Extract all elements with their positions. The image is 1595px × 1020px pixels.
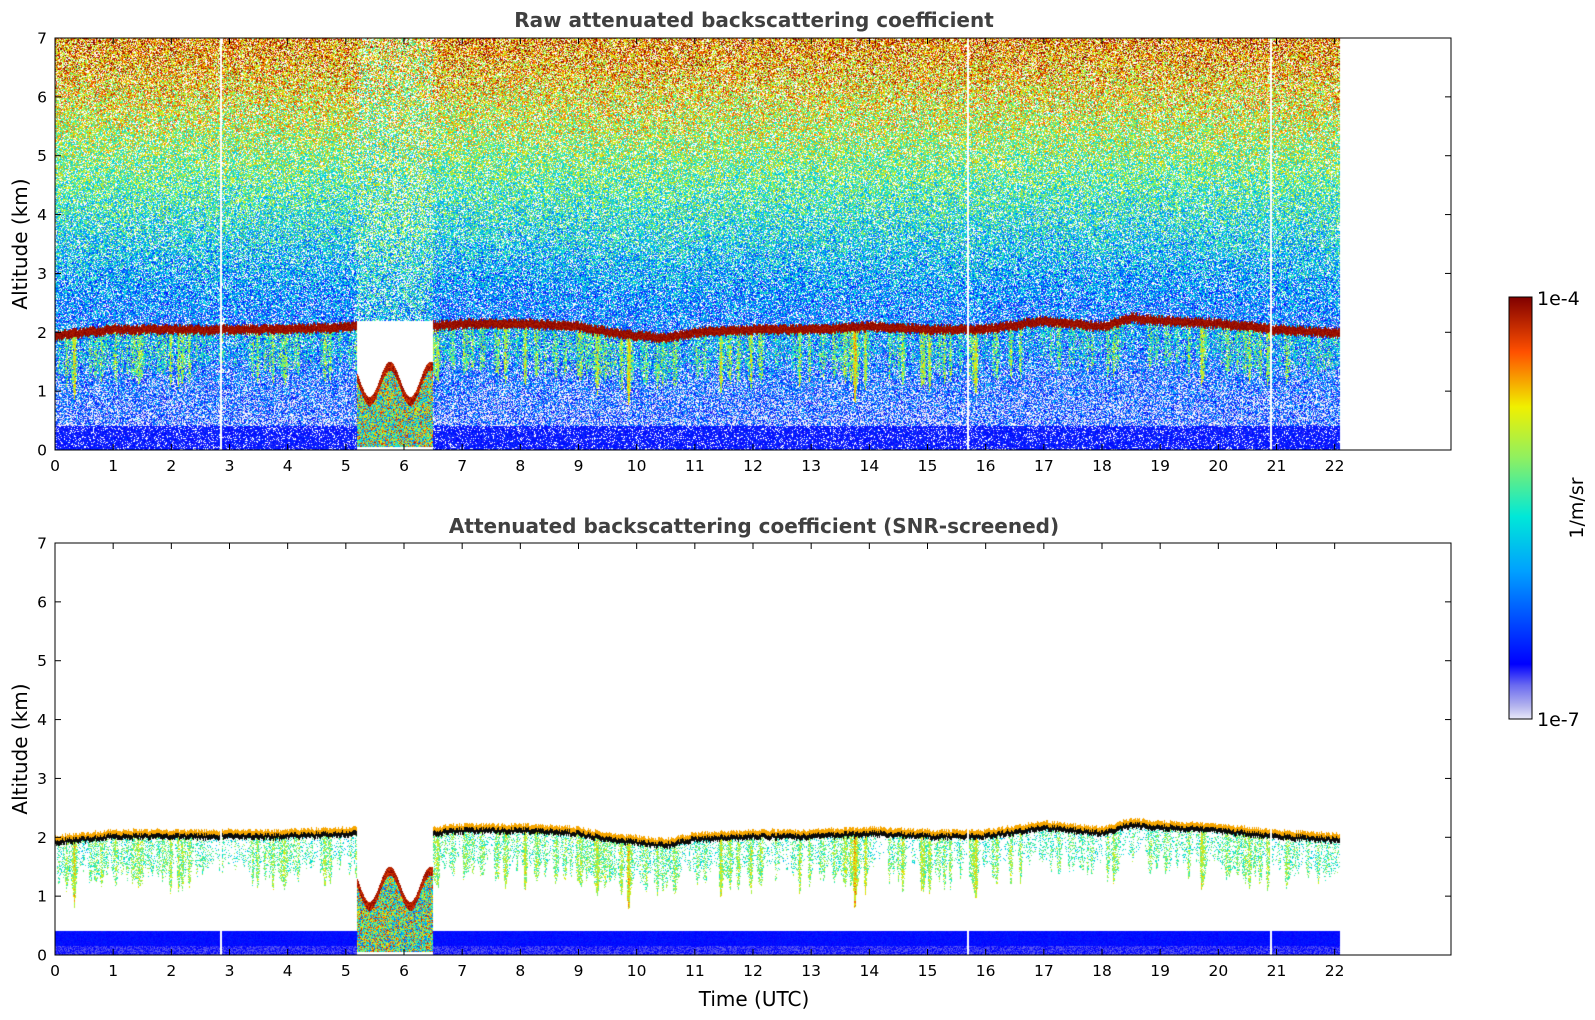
x-tick-label: 15: [918, 962, 938, 980]
x-tick-label: 3: [225, 457, 235, 475]
x-tick-label: 2: [166, 962, 176, 980]
x-tick-label: 1: [108, 962, 118, 980]
y-tick-label: 1: [37, 888, 47, 906]
x-tick-label: 12: [743, 962, 763, 980]
snr-screened-backscatter-panel: Attenuated backscattering coefficient (S…: [8, 514, 1452, 1011]
x-tick-label: 6: [399, 962, 409, 980]
y-tick-label: 4: [37, 206, 47, 224]
x-tick-label: 21: [1267, 457, 1287, 475]
panel-title: Raw attenuated backscattering coefficien…: [514, 8, 994, 32]
x-tick-label: 20: [1208, 457, 1228, 475]
x-tick-label: 20: [1208, 962, 1228, 980]
panel-title: Attenuated backscattering coefficient (S…: [449, 514, 1059, 538]
x-tick-label: 11: [685, 962, 705, 980]
x-tick-label: 19: [1150, 962, 1170, 980]
x-tick-label: 15: [918, 457, 938, 475]
x-tick-label: 2: [166, 457, 176, 475]
x-tick-label: 5: [341, 457, 351, 475]
y-tick-label: 4: [37, 711, 47, 729]
y-tick-label: 3: [37, 770, 47, 788]
y-tick-label: 6: [37, 88, 47, 106]
x-tick-label: 21: [1267, 962, 1287, 980]
y-tick-label: 2: [37, 829, 47, 847]
y-tick-label: 2: [37, 324, 47, 342]
x-tick-label: 1: [108, 457, 118, 475]
y-tick-label: 0: [37, 947, 47, 965]
x-axis-label: Time (UTC): [698, 987, 810, 1011]
x-tick-label: 0: [50, 962, 60, 980]
y-tick-label: 5: [37, 652, 47, 670]
x-tick-label: 17: [1034, 457, 1054, 475]
x-tick-label: 9: [574, 962, 584, 980]
y-axis: 0 1 2 3 4 5 6 7: [37, 30, 1451, 460]
x-tick-label: 14: [859, 962, 879, 980]
y-axis-label: Altitude (km): [8, 683, 32, 814]
x-tick-label: 14: [859, 457, 879, 475]
x-tick-label: 10: [627, 457, 647, 475]
x-axis: 0 1 2 3 4 5 6 7 8 9 10 11 12 13 14 15 16 17 18 19 20 21 22: [50, 38, 1345, 475]
x-tick-label: 0: [50, 457, 60, 475]
y-axis: 0 1 2 3 4 5 6 7: [37, 535, 1451, 965]
colorbar-unit-label: 1/m/sr: [1566, 477, 1588, 538]
heatmap-image: [55, 543, 1451, 955]
x-tick-label: 4: [283, 457, 293, 475]
x-tick-label: 8: [515, 457, 525, 475]
x-tick-label: 5: [341, 962, 351, 980]
x-tick-label: 6: [399, 457, 409, 475]
x-axis: 0 1 2 3 4 5 6 7 8 9 10 11 12 13 14 15 16 17 18 19 20 21 22: [50, 543, 1345, 980]
x-tick-label: 13: [801, 457, 821, 475]
x-tick-label: 17: [1034, 962, 1054, 980]
x-tick-label: 19: [1150, 457, 1170, 475]
y-tick-label: 7: [37, 30, 47, 48]
y-tick-label: 3: [37, 265, 47, 283]
x-tick-label: 11: [685, 457, 705, 475]
x-tick-label: 9: [574, 457, 584, 475]
y-tick-label: 7: [37, 535, 47, 553]
y-tick-label: 1: [37, 383, 47, 401]
x-tick-label: 10: [627, 962, 647, 980]
y-tick-label: 6: [37, 593, 47, 611]
x-tick-label: 16: [976, 962, 996, 980]
x-tick-label: 7: [457, 962, 467, 980]
y-axis-label: Altitude (km): [8, 178, 32, 309]
x-tick-label: 3: [225, 962, 235, 980]
x-tick-label: 8: [515, 962, 525, 980]
raw-backscatter-panel: Raw attenuated backscattering coefficien…: [8, 8, 1452, 475]
colorbar-max-label: 1e-4: [1537, 288, 1580, 310]
x-tick-label: 18: [1092, 962, 1112, 980]
x-tick-label: 13: [801, 962, 821, 980]
x-tick-label: 22: [1325, 962, 1345, 980]
y-tick-label: 0: [37, 442, 47, 460]
x-tick-label: 22: [1325, 457, 1345, 475]
colorbar-gradient: [1508, 296, 1533, 720]
x-tick-label: 16: [976, 457, 996, 475]
colorbar-min-label: 1e-7: [1537, 709, 1580, 731]
colorbar: 1e-4 1e-7 1/m/sr: [1508, 288, 1588, 731]
heatmap-image: [55, 38, 1451, 450]
x-tick-label: 4: [283, 962, 293, 980]
y-tick-label: 5: [37, 147, 47, 165]
x-tick-label: 18: [1092, 457, 1112, 475]
x-tick-label: 12: [743, 457, 763, 475]
x-tick-label: 7: [457, 457, 467, 475]
